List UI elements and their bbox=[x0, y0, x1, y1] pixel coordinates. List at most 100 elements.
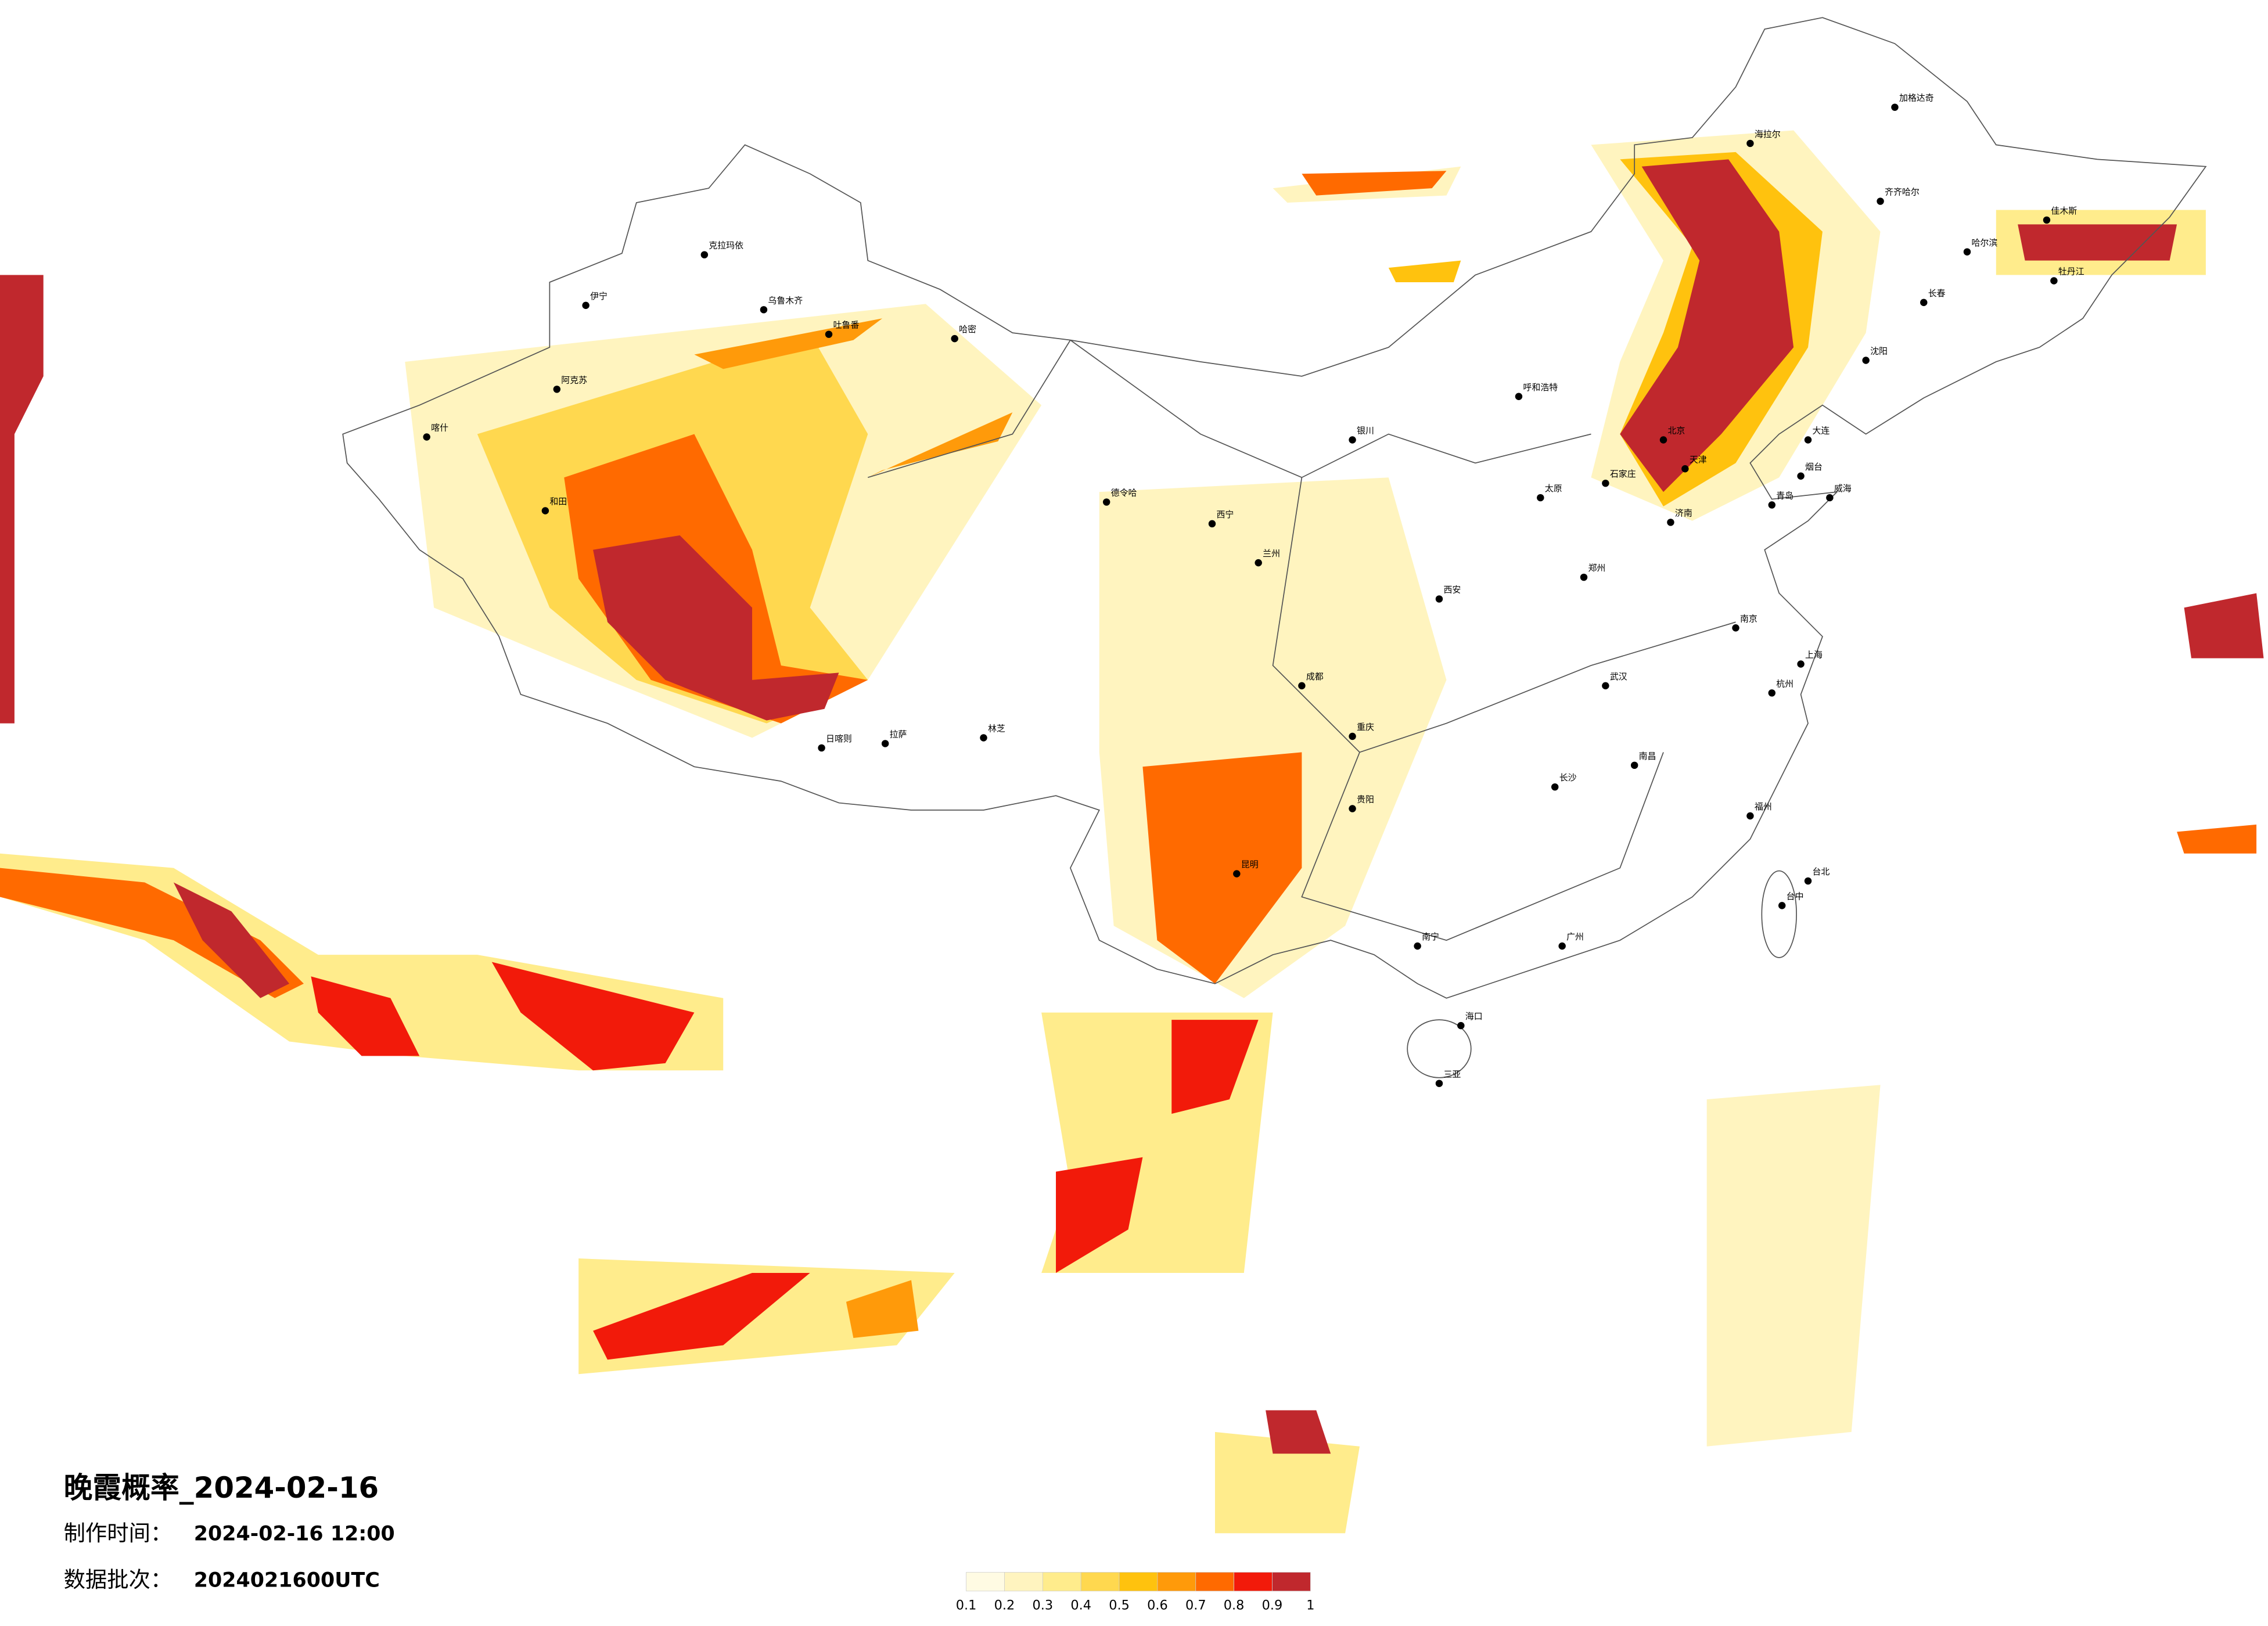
colorbar-swatch bbox=[1272, 1572, 1311, 1592]
probability-patch bbox=[1388, 260, 1461, 283]
city-label: 沈阳 bbox=[1870, 346, 1888, 357]
colorbar-tick-label: 0.8 bbox=[1224, 1598, 1245, 1613]
colorbar-tick-label: 0.5 bbox=[1109, 1598, 1130, 1613]
probability-patch bbox=[1142, 752, 1302, 984]
city-label: 加格达奇 bbox=[1899, 93, 1934, 103]
city-dot bbox=[1659, 436, 1667, 444]
colorbar-tick-label: 0.9 bbox=[1262, 1598, 1283, 1613]
probability-patch bbox=[846, 1280, 919, 1339]
colorbar: 0.1 0.2 0.3 0.4 0.5 0.6 0.7 0.8 0.9 1 bbox=[956, 1572, 1314, 1613]
probability-patch bbox=[491, 962, 695, 1071]
probability-patch bbox=[0, 275, 44, 724]
production-time: 2024-02-16 12:00 bbox=[194, 1523, 395, 1546]
probability-patch bbox=[593, 535, 839, 721]
city-label: 武汉 bbox=[1610, 671, 1627, 682]
city-dot bbox=[818, 744, 825, 752]
city-dot bbox=[1298, 682, 1306, 690]
city-dot bbox=[760, 306, 768, 314]
probability-patch bbox=[1056, 1157, 1143, 1273]
city-dot bbox=[1457, 1021, 1465, 1030]
city-label: 北京 bbox=[1667, 426, 1685, 436]
city-label: 大连 bbox=[1813, 426, 1830, 436]
city-dot bbox=[1732, 624, 1739, 632]
city-label: 长春 bbox=[1928, 288, 1946, 298]
city-label: 天津 bbox=[1690, 454, 1707, 465]
city-dot bbox=[1768, 689, 1776, 697]
city-dot bbox=[1349, 436, 1356, 444]
city-label: 哈尔滨 bbox=[1971, 238, 1997, 248]
city-label: 齐齐哈尔 bbox=[1885, 187, 1920, 197]
city-dot bbox=[1233, 870, 1241, 877]
city-dot bbox=[1208, 520, 1216, 528]
colorbar-tick-label: 0.3 bbox=[1033, 1598, 1054, 1613]
city-dot bbox=[553, 386, 561, 393]
colorbar-swatch bbox=[1157, 1572, 1196, 1592]
city-label: 克拉玛依 bbox=[709, 240, 743, 251]
city-label: 太原 bbox=[1545, 483, 1562, 494]
city-dot bbox=[951, 334, 958, 343]
city-label: 福州 bbox=[1755, 801, 1772, 812]
city-dot bbox=[1349, 732, 1356, 740]
city-dot bbox=[1667, 519, 1674, 526]
city-label: 乌鲁木齐 bbox=[768, 295, 803, 305]
city-dot bbox=[1558, 942, 1566, 950]
colorbar-tick-label: 0.1 bbox=[956, 1598, 977, 1613]
city-label: 济南 bbox=[1675, 508, 1692, 518]
city-label: 昆明 bbox=[1241, 859, 1259, 870]
city-dot bbox=[1826, 494, 1834, 502]
city-dot bbox=[2050, 277, 2058, 285]
colorbar-tick-label: 0.4 bbox=[1070, 1598, 1091, 1613]
colorbar-swatch bbox=[1004, 1572, 1043, 1592]
probability-patch bbox=[1302, 171, 1447, 196]
city-dot bbox=[1255, 559, 1262, 567]
city-dot bbox=[1797, 660, 1805, 668]
city-dot bbox=[1804, 436, 1812, 444]
colorbar-swatch bbox=[1042, 1572, 1081, 1592]
city-label: 杭州 bbox=[1776, 678, 1793, 689]
city-label: 吐鲁番 bbox=[833, 320, 859, 330]
colorbar-swatch bbox=[1119, 1572, 1158, 1592]
city-dot bbox=[1920, 298, 1928, 307]
city-dot bbox=[825, 330, 833, 338]
city-label: 喀什 bbox=[431, 423, 448, 433]
city-label: 海拉尔 bbox=[1755, 129, 1781, 139]
colorbar-swatch bbox=[1080, 1572, 1120, 1592]
probability-patch bbox=[868, 412, 1013, 478]
city-label: 三亚 bbox=[1443, 1069, 1461, 1080]
city-dot bbox=[980, 734, 987, 742]
colorbar-swatch bbox=[1234, 1572, 1273, 1592]
city-dot bbox=[1435, 1080, 1443, 1087]
city-dot bbox=[1877, 197, 1884, 205]
city-dot bbox=[881, 740, 889, 747]
probability-patch bbox=[694, 318, 883, 369]
city-dot bbox=[1746, 139, 1754, 148]
city-label: 青岛 bbox=[1776, 491, 1793, 501]
city-dot bbox=[1891, 103, 1899, 111]
city-dot bbox=[582, 301, 590, 310]
colorbar-tick-label: 0.2 bbox=[994, 1598, 1015, 1613]
city-dot bbox=[1537, 494, 1544, 502]
colorbar-swatch bbox=[1195, 1572, 1234, 1592]
probability-patch bbox=[2177, 824, 2257, 854]
probability-patch bbox=[593, 1272, 810, 1360]
city-label: 和田 bbox=[549, 497, 567, 507]
colorbar-tick-label: 0.6 bbox=[1147, 1598, 1168, 1613]
city-label: 阿克苏 bbox=[561, 375, 587, 385]
city-dot bbox=[1797, 472, 1805, 480]
city-label: 威海 bbox=[1834, 483, 1852, 494]
city-label: 烟台 bbox=[1805, 462, 1823, 472]
colorbar-swatch bbox=[966, 1572, 1005, 1592]
probability-patch bbox=[311, 976, 420, 1056]
city-dot bbox=[1515, 393, 1523, 400]
city-label: 成都 bbox=[1306, 671, 1324, 682]
city-dot bbox=[1102, 498, 1110, 506]
city-label: 南昌 bbox=[1639, 751, 1656, 761]
city-dot bbox=[1551, 783, 1559, 791]
city-label: 呼和浩特 bbox=[1523, 382, 1558, 393]
city-label: 拉萨 bbox=[890, 729, 907, 740]
city-dot bbox=[1681, 465, 1689, 473]
city-label: 重庆 bbox=[1357, 722, 1374, 732]
city-label: 林芝 bbox=[988, 724, 1005, 734]
city-dot bbox=[1778, 902, 1786, 909]
